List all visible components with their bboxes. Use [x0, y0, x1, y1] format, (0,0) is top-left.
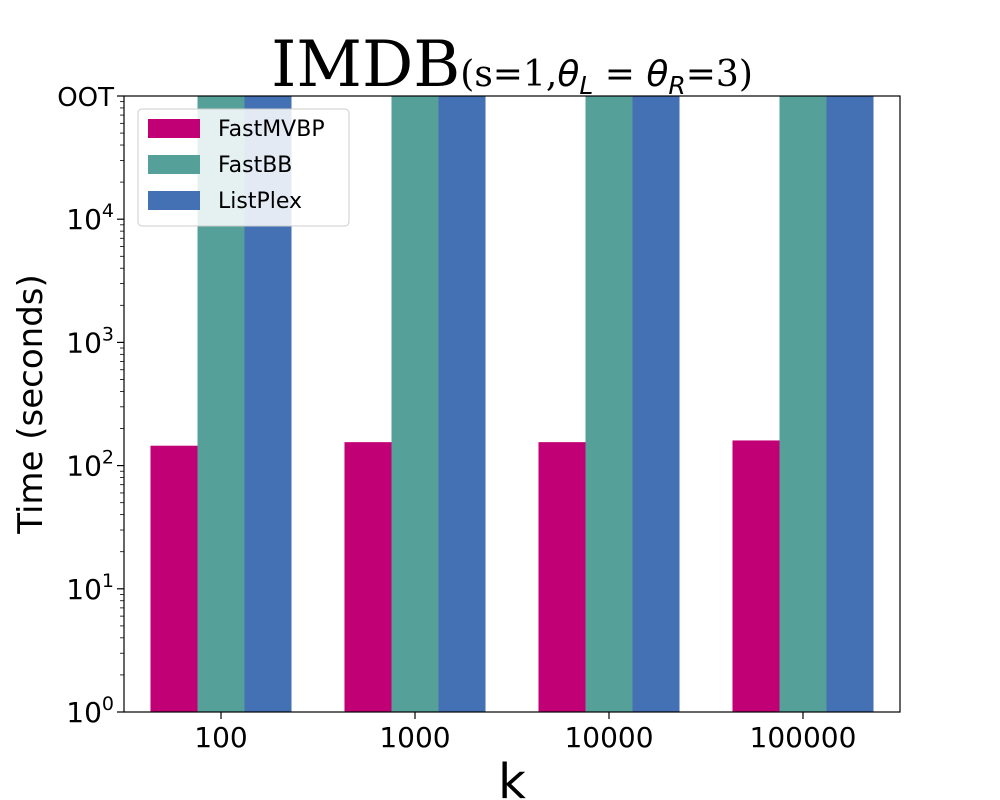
- y-tick-base: 10: [66, 326, 102, 359]
- plot-frame: [123, 95, 901, 713]
- legend-swatch-fastmvbp: [148, 119, 200, 138]
- legend-swatch-listplex: [148, 191, 200, 210]
- x-axis-ticks: 100 1000 10000 100000: [194, 712, 856, 754]
- bar-listplex-100000: [826, 96, 874, 712]
- bar-fastbb-1000: [391, 96, 439, 712]
- y-tick-base: 10: [66, 203, 102, 236]
- chart-title-theta-r-sub: R: [668, 71, 685, 100]
- chart-title: IMDB(s=1,θL = θR=3): [271, 28, 753, 102]
- bar-fastbb-10000: [585, 96, 633, 712]
- legend: FastMVBP FastBB ListPlex: [137, 108, 350, 227]
- legend-label-listplex: ListPlex: [218, 189, 302, 214]
- y-tick-base: 10: [66, 573, 102, 606]
- y-tick-label: 100: [66, 693, 114, 729]
- y-axis-label: Time (seconds): [11, 274, 51, 535]
- y-tick-label: 103: [66, 323, 114, 359]
- x-tick-label-1000: 1000: [379, 721, 450, 754]
- bar-fastmvbp-100: [150, 445, 198, 712]
- y-tick-base: 10: [66, 450, 102, 483]
- bar-fastmvbp-1000: [344, 442, 392, 712]
- chart-title-close: =3): [686, 54, 753, 95]
- bar-fastbb-100000: [779, 96, 827, 712]
- chart-title-theta-l-sub: L: [579, 71, 593, 100]
- y-tick-label: 101: [66, 570, 114, 606]
- x-tick-label-10000: 10000: [564, 721, 653, 754]
- bar-listplex-1000: [438, 96, 486, 712]
- y-tick-exponent: 4: [102, 200, 114, 222]
- legend-swatch-fastbb: [148, 155, 200, 174]
- bar-fastmvbp-100000: [732, 440, 780, 712]
- legend-label-fastbb: FastBB: [218, 153, 292, 178]
- y-tick-exponent: 0: [102, 693, 114, 715]
- x-tick-label-100: 100: [194, 721, 247, 754]
- y-tick-exponent: 1: [102, 570, 114, 592]
- chart-title-theta-l: θ: [557, 54, 579, 95]
- chart-title-equals: =: [593, 54, 646, 95]
- chart-title-theta-r: θ: [646, 54, 668, 95]
- bar-fastmvbp-10000: [538, 442, 586, 712]
- y-tick-exponent: 3: [102, 323, 114, 345]
- chart-title-main: IMDB: [271, 28, 460, 102]
- bars-layer: [150, 96, 874, 712]
- y-tick-label: 104: [66, 200, 114, 236]
- legend-label-fastmvbp: FastMVBP: [218, 117, 325, 142]
- y-tick-label-oot: OOT: [57, 83, 114, 113]
- y-tick-label: 102: [66, 447, 114, 483]
- y-tick-exponent: 2: [102, 447, 114, 469]
- bar-listplex-10000: [632, 96, 680, 712]
- x-tick-label-100000: 100000: [750, 721, 857, 754]
- x-axis-label: k: [498, 754, 526, 800]
- y-tick-base: 10: [66, 696, 102, 729]
- chart-title-params: (s=1,: [460, 54, 557, 95]
